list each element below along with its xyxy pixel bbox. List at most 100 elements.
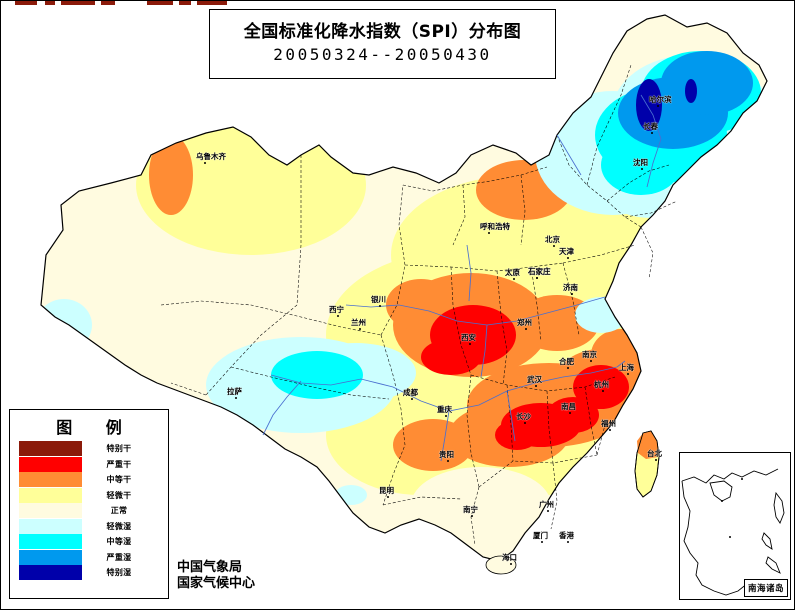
hainan-island [485, 555, 517, 575]
city-marker-dot [553, 245, 555, 247]
credit-line-1: 中国气象局 [177, 560, 243, 575]
credit-line-2: 国家气候中心 [177, 575, 256, 591]
city-label: 海口 [502, 553, 517, 562]
legend-label: 特别干 [106, 444, 132, 454]
china-national-border [40, 14, 768, 562]
map-title-box: 全国标准化降水指数（SPI）分布图 20050324--20050430 [209, 9, 556, 79]
city-label: 长沙 [516, 412, 531, 421]
city-marker-dot [571, 293, 573, 295]
city-marker-dot [337, 315, 339, 317]
city-label: 兰州 [351, 318, 366, 327]
city-marker-dot [627, 373, 629, 375]
agency-credit: 中国气象局 国家气候中心 [177, 560, 255, 592]
city-marker-dot [488, 232, 490, 234]
city-marker-dot [641, 168, 643, 170]
legend-swatch [19, 549, 82, 565]
city-marker-dot [567, 541, 569, 543]
city-label: 上海 [619, 363, 634, 372]
city-label: 乌鲁木齐 [196, 152, 226, 161]
top-colorbar-remnant [1, 1, 794, 5]
legend-label: 严重干 [106, 459, 132, 469]
city-marker-dot [525, 328, 527, 330]
province-boundaries [160, 64, 678, 546]
legend-label: 轻微干 [106, 490, 132, 500]
city-marker-dot [657, 105, 659, 107]
china-spi-map [40, 14, 768, 575]
legend-row: 严重干 [10, 456, 168, 473]
city-label: 郑州 [517, 318, 532, 327]
legend-label: 中等湿 [106, 537, 132, 547]
legend-swatch [19, 456, 82, 472]
city-marker-dot [379, 305, 381, 307]
city-label: 成都 [403, 388, 418, 397]
legend-label: 正常 [110, 506, 128, 516]
city-marker-dot [609, 429, 611, 431]
city-marker-dot [387, 496, 389, 498]
city-marker-dot [567, 257, 569, 259]
legend-swatch [19, 487, 82, 503]
city-marker-dot [411, 398, 413, 400]
city-marker-dot [469, 343, 471, 345]
legend-swatch [19, 472, 82, 488]
city-marker-dot [204, 162, 206, 164]
city-marker-dot [359, 328, 361, 330]
legend-row: 正常 [10, 503, 168, 519]
legend-row: 特别湿 [10, 565, 168, 581]
city-label: 贵阳 [439, 450, 454, 459]
city-marker-dot [524, 422, 526, 424]
city-marker-dot [235, 397, 237, 399]
legend-label: 轻微湿 [106, 521, 132, 531]
city-marker-dot [569, 412, 571, 414]
inset-map [681, 468, 785, 596]
city-label: 合肥 [559, 357, 574, 366]
city-marker-dot [602, 390, 604, 392]
city-marker-dot [541, 541, 543, 543]
city-label: 南宁 [463, 505, 478, 514]
city-marker-dot [510, 563, 512, 565]
city-label: 重庆 [437, 405, 452, 414]
city-label: 南昌 [561, 402, 576, 411]
city-label: 沈阳 [633, 158, 648, 167]
legend-rows: 特别干严重干中等干轻微干正常轻微湿中等湿严重湿 特别湿 [10, 441, 168, 581]
city-marker-dot [536, 277, 538, 279]
city-label: 拉萨 [227, 387, 242, 396]
legend-swatch [19, 534, 82, 550]
legend-box: 图 例 特别干严重干中等干轻微干正常轻微湿中等湿严重湿 特别湿 [9, 409, 169, 599]
legend-row: 中等湿 [10, 534, 168, 550]
city-label: 台北 [647, 449, 662, 458]
city-label: 厦门 [533, 531, 548, 540]
city-label: 哈尔滨 [649, 95, 672, 104]
city-label: 银川 [371, 295, 386, 304]
city-label: 福州 [601, 419, 616, 428]
city-label: 西宁 [329, 305, 344, 314]
city-label: 长春 [643, 122, 658, 131]
city-label: 济南 [563, 283, 578, 292]
legend-row: 特别干 [10, 441, 168, 457]
city-label: 西安 [461, 333, 476, 342]
city-label: 南京 [582, 350, 597, 359]
legend-swatch [19, 441, 82, 457]
date-range: 20050324--20050430 [273, 45, 492, 65]
legend-row: 轻微干 [10, 487, 168, 504]
page-title: 全国标准化降水指数（SPI）分布图 [243, 22, 522, 43]
legend-row: 中等干 [10, 472, 168, 488]
city-marker-dot [471, 515, 473, 517]
city-marker-dot [590, 360, 592, 362]
city-label: 北京 [545, 235, 560, 244]
city-marker-dot [547, 510, 549, 512]
legend-row: 严重湿 [10, 549, 168, 566]
city-label: 呼和浩特 [480, 222, 510, 231]
city-marker-dot [651, 132, 653, 134]
city-label: 香港 [559, 531, 574, 540]
city-marker-dot [655, 459, 657, 461]
legend-swatch [19, 503, 82, 519]
city-label: 天津 [559, 247, 574, 256]
legend-heading: 图 例 [56, 418, 136, 437]
south-china-sea-inset: 南海诸岛 [679, 452, 791, 600]
city-label: 石家庄 [528, 267, 551, 276]
city-marker-dot [445, 415, 447, 417]
city-label: 杭州 [594, 380, 609, 389]
city-label: 广州 [539, 500, 554, 509]
legend-swatch [19, 565, 82, 581]
